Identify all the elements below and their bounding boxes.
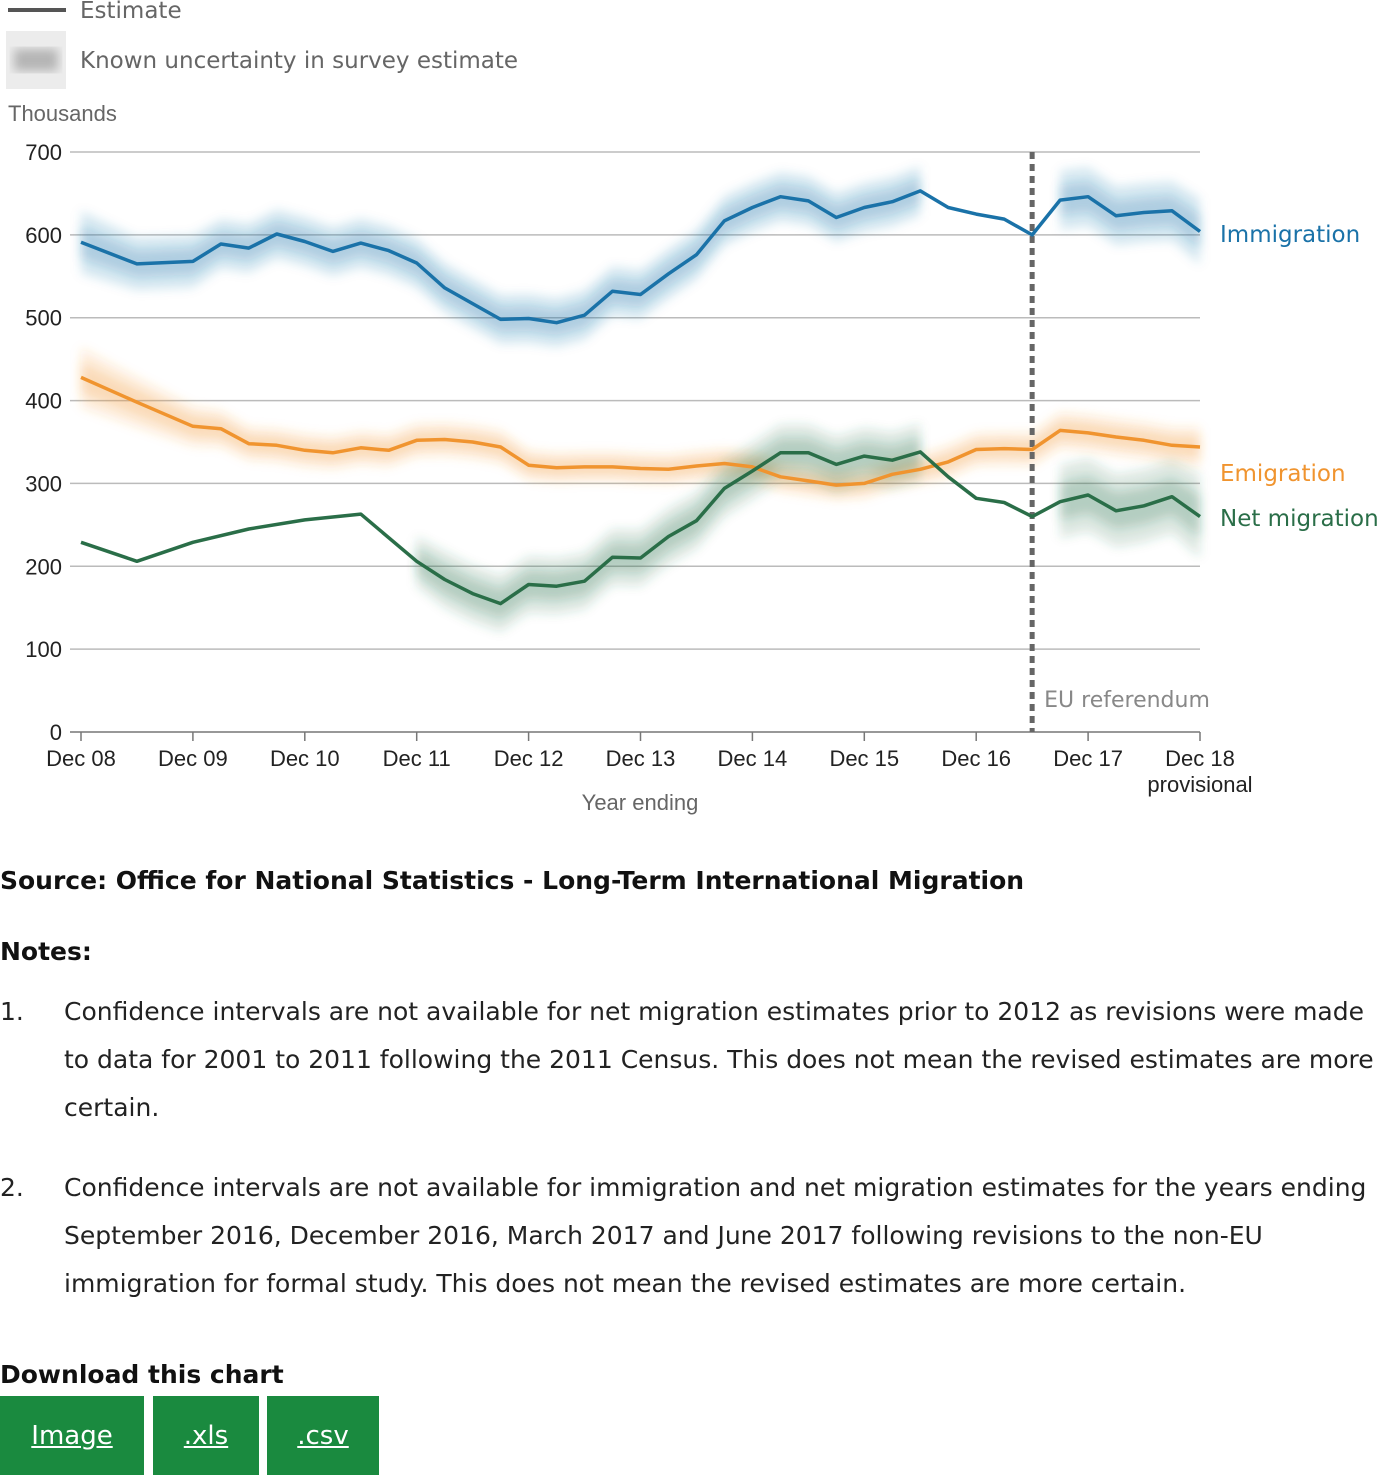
note-number: 1. (0, 997, 24, 1026)
x-tick-label: Dec 11 (383, 746, 451, 771)
source-text: Source: Office for National Statistics -… (0, 866, 1025, 895)
immigration-series-label: Immigration (1220, 222, 1360, 248)
download-image-button[interactable]: Image (0, 1396, 144, 1475)
x-tick-label: Dec 17 (1053, 746, 1123, 771)
note-number: 2. (0, 1173, 24, 1202)
net-migration-uncertainty-band-inner (416, 437, 921, 618)
x-tick-sublabel: provisional (1147, 772, 1252, 797)
eu-referendum-label: EU referendum (1044, 688, 1210, 713)
x-tick-label: Dec 14 (718, 746, 788, 771)
y-tick-label: 0 (50, 720, 62, 745)
download-xls-button[interactable]: .xls (153, 1396, 259, 1475)
x-tick-label: Dec 15 (829, 746, 899, 771)
note-item: 2. Confidence intervals are not availabl… (0, 1164, 1394, 1308)
legend-uncertainty-swatch (14, 49, 58, 71)
emigration-uncertainty-band-inner (81, 362, 1200, 493)
y-tick-label: 300 (25, 471, 62, 496)
notes-list: 1. Confidence intervals are not availabl… (0, 988, 1394, 1340)
x-tick-label: Dec 10 (270, 746, 340, 771)
x-tick-label: Dec 13 (606, 746, 676, 771)
emigration-line (80, 375, 1201, 487)
x-tick-label: Dec 08 (46, 746, 116, 771)
y-tick-label: 500 (25, 306, 62, 331)
net-migration-line (80, 450, 1202, 606)
net-migration-series-label: Net migration (1220, 506, 1379, 532)
y-tick-label: 700 (25, 140, 62, 165)
download-csv-button[interactable]: .csv (267, 1396, 379, 1475)
emigration-series-label: Emigration (1220, 461, 1346, 487)
note-text: Confidence intervals are not available f… (64, 1173, 1367, 1298)
migration-line-chart: Estimate Known uncertainty in survey est… (6, 0, 1379, 815)
y-tick-label: 200 (25, 554, 62, 579)
y-tick-label: 100 (25, 637, 62, 662)
download-title: Download this chart (0, 1360, 284, 1389)
legend-estimate-label: Estimate (80, 0, 182, 24)
immigration-uncertainty-band-inner (81, 178, 921, 336)
series-labels: Immigration Emigration Net migration (1220, 222, 1379, 532)
legend-uncertainty-label: Known uncertainty in survey estimate (80, 48, 518, 74)
eu-referendum-annotation: EU referendum (1029, 152, 1210, 732)
y-tick-label: 400 (25, 389, 62, 414)
uncertainty-bands (81, 166, 1200, 632)
x-tick-label: Dec 18 (1165, 746, 1235, 771)
series-lines (80, 189, 1202, 606)
x-tick-label: Dec 09 (158, 746, 228, 771)
note-item: 1. Confidence intervals are not availabl… (0, 988, 1394, 1132)
y-axis-unit-label: Thousands (8, 101, 117, 126)
immigration-line (80, 189, 1202, 325)
x-tick-label: Dec 12 (494, 746, 564, 771)
x-axis-title: Year ending (582, 790, 699, 815)
y-tick-label: 600 (25, 223, 62, 248)
note-text: Confidence intervals are not available f… (64, 997, 1374, 1122)
notes-title: Notes: (0, 937, 92, 966)
x-tick-label: Dec 16 (941, 746, 1011, 771)
axes: 0 100 200 300 400 500 600 700 Dec 08 Dec 09 Dec 10… (25, 140, 1252, 797)
